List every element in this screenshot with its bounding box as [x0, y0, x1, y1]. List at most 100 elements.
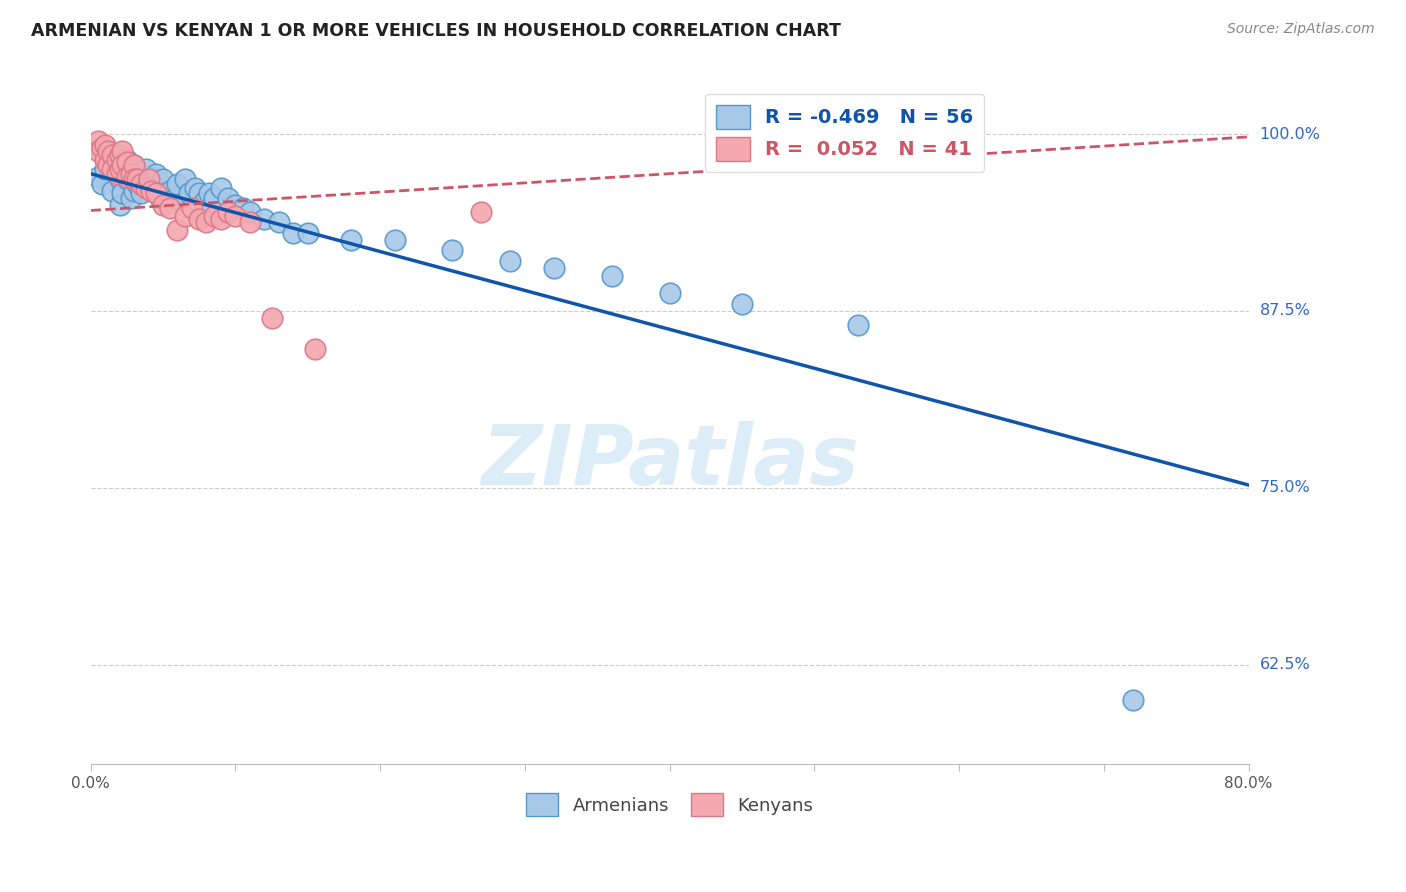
Text: 100.0%: 100.0%	[1260, 127, 1320, 142]
Point	[224, 209, 246, 223]
Point	[149, 191, 172, 205]
Point	[198, 186, 221, 201]
Text: 75.0%: 75.0%	[1260, 481, 1310, 495]
Point	[138, 172, 160, 186]
Point	[155, 186, 177, 201]
Point	[166, 177, 188, 191]
Point	[105, 167, 128, 181]
Point	[129, 167, 152, 181]
Point	[239, 215, 262, 229]
Point	[105, 167, 128, 181]
Point	[600, 268, 623, 283]
Point	[120, 162, 142, 177]
Point	[91, 177, 114, 191]
Point	[195, 215, 218, 229]
Point	[94, 162, 117, 177]
Point	[111, 158, 134, 172]
Point	[120, 191, 142, 205]
Point	[184, 181, 207, 195]
Point	[108, 172, 131, 186]
Point	[177, 186, 200, 201]
Point	[209, 181, 232, 195]
Point	[115, 153, 138, 167]
Point	[173, 172, 195, 186]
Point	[658, 285, 681, 300]
Point	[108, 198, 131, 212]
Point	[217, 191, 239, 205]
Point	[188, 211, 211, 226]
Point	[111, 162, 134, 177]
Point	[297, 226, 319, 240]
Point	[181, 201, 204, 215]
Point	[122, 158, 145, 172]
Point	[846, 318, 869, 332]
Point	[253, 211, 276, 226]
Point	[87, 134, 110, 148]
Point	[141, 184, 163, 198]
Point	[87, 169, 110, 184]
Point	[1122, 693, 1144, 707]
Point	[94, 153, 117, 167]
Point	[122, 184, 145, 198]
Point	[115, 169, 138, 184]
Point	[97, 148, 120, 162]
Point	[384, 233, 406, 247]
Text: 87.5%: 87.5%	[1260, 303, 1310, 318]
Point	[141, 181, 163, 195]
Point	[209, 211, 232, 226]
Point	[129, 177, 152, 191]
Text: ZIPatlas: ZIPatlas	[481, 421, 859, 502]
Point	[101, 184, 124, 198]
Point	[115, 155, 138, 169]
Point	[441, 243, 464, 257]
Point	[115, 172, 138, 186]
Point	[159, 201, 181, 215]
Point	[283, 226, 305, 240]
Point	[87, 144, 110, 158]
Point	[120, 167, 142, 181]
Legend: Armenians, Kenyans: Armenians, Kenyans	[519, 786, 821, 823]
Point	[159, 184, 181, 198]
Point	[122, 158, 145, 172]
Point	[202, 209, 225, 223]
Point	[135, 162, 157, 177]
Point	[111, 144, 134, 158]
Point	[260, 311, 283, 326]
Point	[304, 342, 326, 356]
Point	[202, 191, 225, 205]
Point	[135, 181, 157, 195]
Point	[101, 148, 124, 162]
Point	[152, 198, 174, 212]
Point	[217, 205, 239, 219]
Point	[108, 162, 131, 177]
Point	[111, 186, 134, 201]
Point	[731, 297, 754, 311]
Point	[145, 167, 167, 181]
Point	[173, 209, 195, 223]
Point	[122, 172, 145, 186]
Point	[267, 215, 290, 229]
Point	[340, 233, 363, 247]
Point	[152, 172, 174, 186]
Point	[188, 186, 211, 201]
Point	[125, 177, 148, 191]
Point	[125, 172, 148, 186]
Point	[129, 186, 152, 201]
Point	[97, 158, 120, 172]
Point	[470, 205, 492, 219]
Point	[97, 144, 120, 158]
Point	[163, 191, 186, 205]
Point	[94, 138, 117, 153]
Point	[193, 194, 215, 209]
Point	[232, 201, 254, 215]
Text: ARMENIAN VS KENYAN 1 OR MORE VEHICLES IN HOUSEHOLD CORRELATION CHART: ARMENIAN VS KENYAN 1 OR MORE VEHICLES IN…	[31, 22, 841, 40]
Point	[543, 261, 565, 276]
Point	[105, 153, 128, 167]
Text: 62.5%: 62.5%	[1260, 657, 1310, 673]
Point	[101, 162, 124, 177]
Point	[101, 158, 124, 172]
Point	[166, 223, 188, 237]
Point	[239, 205, 262, 219]
Text: Source: ZipAtlas.com: Source: ZipAtlas.com	[1227, 22, 1375, 37]
Point	[91, 141, 114, 155]
